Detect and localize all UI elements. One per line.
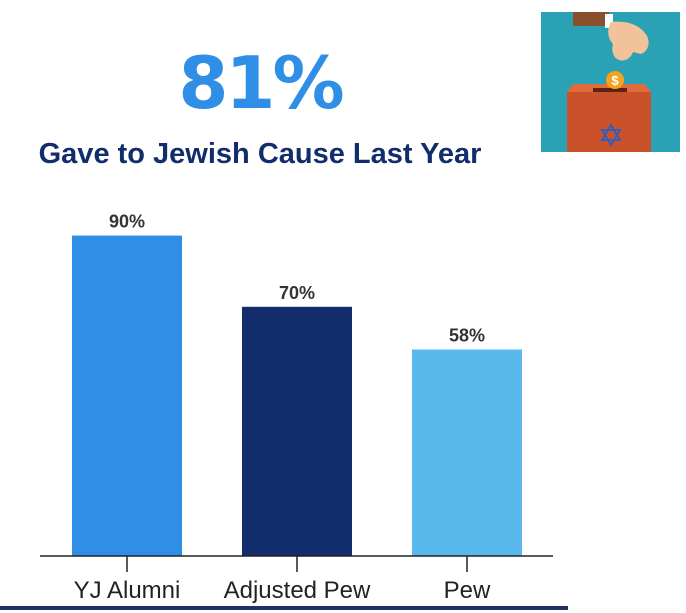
donation-box-coin-icon: $ bbox=[541, 12, 680, 152]
bar-0 bbox=[72, 235, 182, 556]
bar-2 bbox=[412, 349, 522, 556]
coin-shape bbox=[606, 71, 624, 89]
value-label-2: 58% bbox=[449, 326, 485, 346]
hand-shape bbox=[608, 21, 649, 61]
value-label-0: 90% bbox=[109, 212, 145, 232]
category-label-0: YJ Alumni bbox=[74, 577, 181, 604]
headline-subtitle: Gave to Jewish Cause Last Year bbox=[38, 138, 482, 170]
star-of-david-icon bbox=[600, 123, 622, 147]
category-label-1: Adjusted Pew bbox=[224, 577, 371, 604]
headline-stat: 81% bbox=[178, 41, 344, 125]
category-label-2: Pew bbox=[444, 577, 491, 604]
box-slot bbox=[593, 88, 627, 92]
dollar-glyph: $ bbox=[611, 73, 619, 88]
bar-1 bbox=[242, 306, 352, 556]
cuff-shape bbox=[605, 14, 613, 28]
sleeve-shape bbox=[573, 12, 609, 26]
value-label-1: 70% bbox=[279, 283, 315, 303]
bottom-rule bbox=[0, 606, 568, 610]
